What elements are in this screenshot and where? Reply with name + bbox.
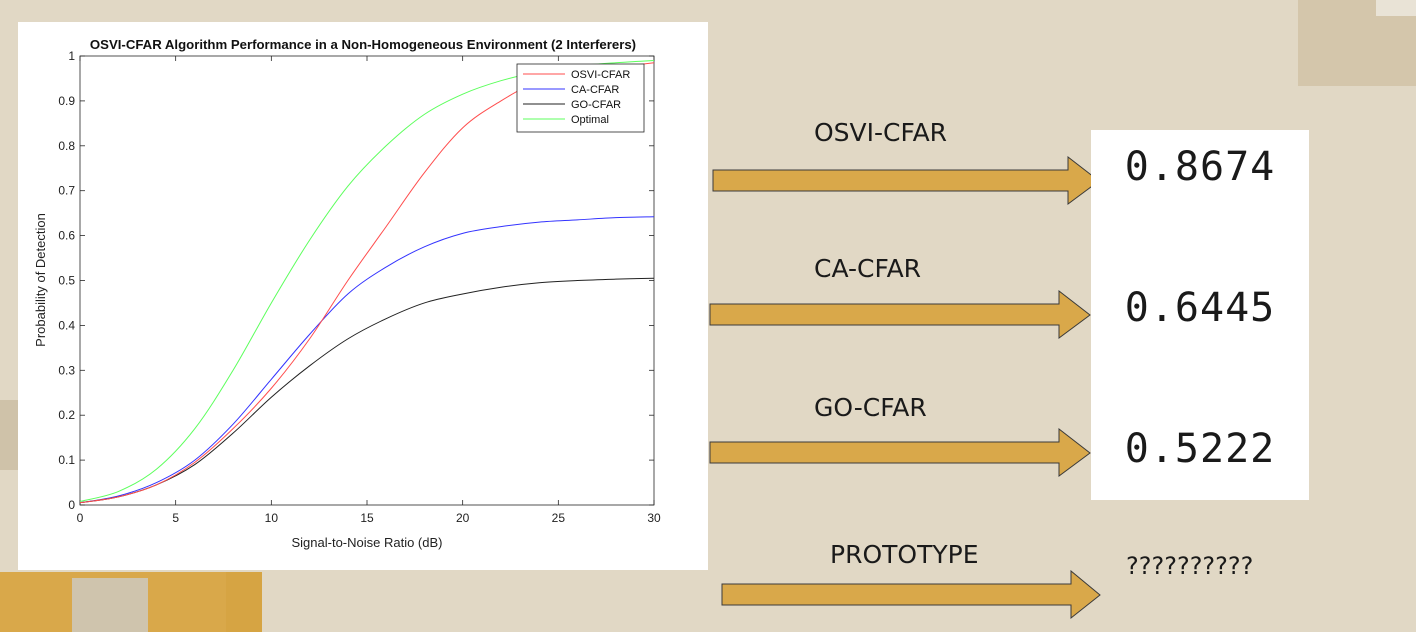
results-panel: 0.8674 0.6445 0.5222	[1091, 130, 1309, 500]
x-tick-label: 5	[172, 511, 179, 525]
line-chart: OSVI-CFAR Algorithm Performance in a Non…	[33, 37, 661, 550]
y-tick-label: 0.5	[58, 274, 75, 288]
value-prototype: ??????????	[1126, 552, 1254, 580]
x-axis-label: Signal-to-Noise Ratio (dB)	[291, 535, 442, 550]
x-tick-label: 15	[360, 511, 374, 525]
legend-label: CA-CFAR	[571, 84, 619, 96]
y-tick-label: 0.7	[58, 184, 75, 198]
label-prototype: PROTOTYPE	[830, 540, 979, 569]
decorative-gold-block	[226, 572, 262, 632]
decorative-block	[1376, 0, 1416, 16]
y-tick-label: 0	[68, 498, 75, 512]
arrow-osvi-cfar	[712, 156, 1100, 205]
x-tick-label: 10	[265, 511, 279, 525]
decorative-block	[72, 578, 148, 632]
decorative-block	[0, 400, 18, 470]
label-osvi-cfar: OSVI-CFAR	[814, 118, 948, 147]
value-ca-cfar: 0.6445	[1124, 285, 1276, 331]
y-tick-label: 0.4	[58, 318, 75, 332]
y-tick-label: 0.6	[58, 229, 75, 243]
chart-legend: OSVI-CFAR CA-CFAR GO-CFAR Optimal	[516, 63, 645, 133]
chart-panel: OSVI-CFAR Algorithm Performance in a Non…	[18, 22, 708, 570]
value-osvi-cfar: 0.8674	[1124, 144, 1276, 190]
label-go-cfar: GO-CFAR	[814, 393, 927, 422]
x-tick-label: 20	[456, 511, 470, 525]
y-tick-label: 0.1	[58, 453, 75, 467]
legend-box	[516, 63, 645, 133]
arrow-ca-cfar	[709, 290, 1091, 339]
x-tick-label: 30	[647, 511, 661, 525]
legend-label: Optimal	[571, 114, 609, 126]
legend-label: OSVI-CFAR	[571, 69, 630, 81]
y-tick-label: 0.9	[58, 94, 75, 108]
label-ca-cfar: CA-CFAR	[814, 254, 922, 283]
chart-title: OSVI-CFAR Algorithm Performance in a Non…	[90, 37, 636, 52]
y-tick-label: 0.8	[58, 139, 75, 153]
y-tick-label: 0.2	[58, 408, 75, 422]
axis-ticks: 0 5 10 15 20 25 30 0 0.1 0.2 0.3 0.4 0.5 0.6 0.7 0.8 0.9…	[58, 49, 661, 525]
arrow-go-cfar	[709, 428, 1091, 477]
series-line-go-cfar	[79, 277, 655, 504]
y-tick-label: 1	[68, 49, 75, 63]
arrow-prototype	[721, 570, 1101, 620]
legend-label: GO-CFAR	[571, 99, 621, 111]
y-tick-label: 0.3	[58, 363, 75, 377]
y-axis-label: Probability of Detection	[33, 213, 48, 347]
x-tick-label: 25	[552, 511, 566, 525]
value-go-cfar: 0.5222	[1124, 426, 1276, 472]
x-tick-label: 0	[77, 511, 84, 525]
series-line-ca-cfar	[79, 216, 655, 504]
